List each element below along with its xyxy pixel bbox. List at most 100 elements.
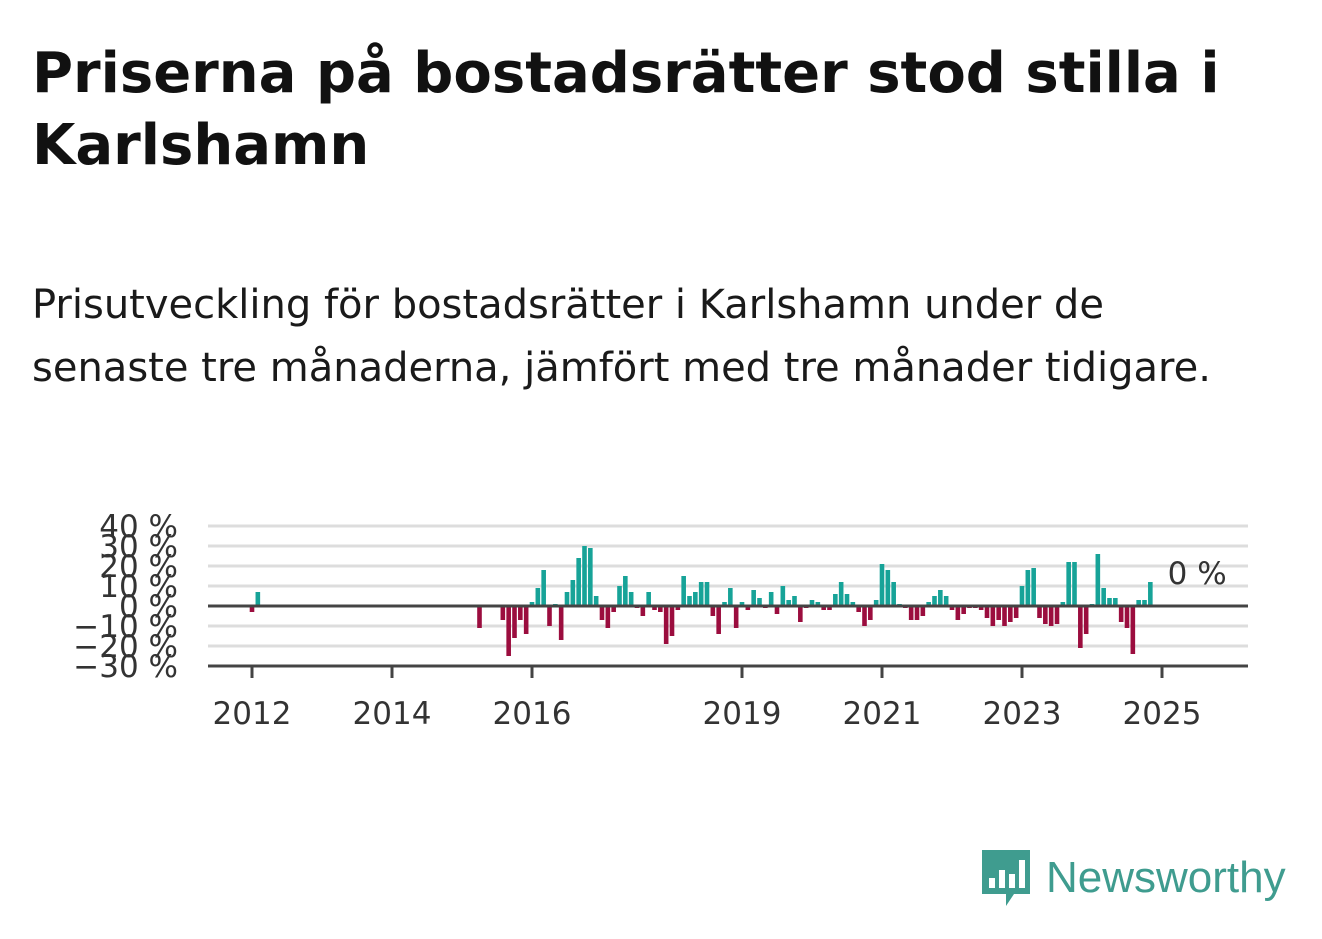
bar [728,588,733,606]
bar [1130,606,1136,654]
bar [856,606,861,612]
bar [1037,606,1042,618]
bar [541,570,546,606]
bar [663,606,669,644]
bar [588,548,593,606]
bar [640,606,646,616]
bar [1101,588,1106,606]
bar [1072,562,1077,606]
bars [249,546,1153,656]
bar [1095,554,1101,606]
bar [669,606,675,636]
bar [838,582,844,606]
bar [593,596,599,606]
logo-text: Newsworthy [1046,853,1286,902]
bar [658,606,663,612]
y-axis-tick-labels: 40 %30 %20 %10 %0 %−10 %−20 %−30 % [73,509,178,685]
annotations: 0 % [1168,556,1227,592]
bar [745,606,751,610]
x-tick-label: 2021 [843,696,922,732]
bar [798,606,803,622]
bar [1031,568,1036,606]
bar [844,594,850,606]
bar [1142,600,1147,606]
bar [990,606,996,626]
bar [1118,606,1124,622]
bar [1083,606,1089,634]
bar [926,602,931,606]
bar [1066,562,1071,606]
bar [938,590,943,606]
bar [1019,586,1025,606]
bar [879,564,885,606]
bar [1013,606,1019,618]
bar [523,606,529,634]
bar [652,606,657,610]
bar [506,606,511,656]
bar [978,606,984,610]
bar [611,606,616,612]
bar [722,602,727,606]
bar [739,602,745,606]
bar [862,606,867,626]
bar [955,606,961,620]
bar [1107,598,1112,606]
bar [628,592,634,606]
bar [768,592,774,606]
bar [850,602,856,606]
x-tick-label: 2012 [213,696,292,732]
bar [920,606,926,616]
bar [535,588,541,606]
bar [576,558,581,606]
bar [249,606,255,612]
bar [1054,606,1060,624]
last-value-annotation: 0 % [1168,556,1227,592]
bar [943,596,949,606]
x-tick-label: 2016 [493,696,572,732]
bar [833,594,838,606]
bar [873,600,879,606]
bar [710,606,716,616]
y-tick-label: 0 % [119,589,178,625]
bar [786,600,791,606]
x-tick-label: 2025 [1123,696,1202,732]
bar [1078,606,1083,648]
bar [687,596,692,606]
bar [815,602,821,606]
bar [932,596,937,606]
grid-lines [208,524,1248,648]
bar [255,592,261,606]
y-tick-label: −10 % [73,609,178,645]
bar [599,606,605,620]
bar [518,606,523,620]
bar [949,606,955,610]
bar [891,582,896,606]
bar [582,546,587,606]
bar [564,592,570,606]
bar [617,586,622,606]
bar [716,606,721,634]
bar [821,606,826,610]
bar [780,586,786,606]
bar [1002,606,1007,626]
bar [792,596,797,606]
bar [547,606,552,626]
bar [885,570,891,606]
bar [868,606,873,620]
y-tick-label: 20 % [99,549,178,585]
y-tick-label: −20 % [73,629,178,665]
bar [1136,600,1141,606]
bar [914,606,920,620]
bar [1048,606,1054,626]
bar [1124,606,1130,628]
bar [1113,598,1118,606]
bar [529,602,535,606]
x-axis-ticks: 2012 2014 2016 2019 2021 2023 2025 [213,666,1202,732]
bar [961,606,966,614]
bar [646,592,651,606]
bar [477,606,482,628]
bar [751,590,756,606]
chart-title: Priserna på bostadsrätter stod stilla i … [32,41,1220,178]
bar [996,606,1001,620]
